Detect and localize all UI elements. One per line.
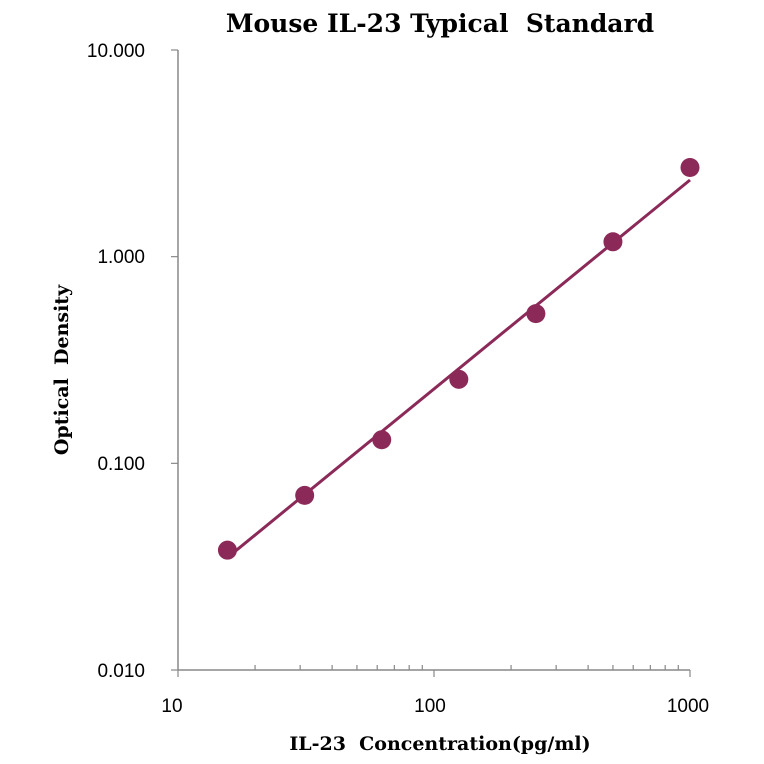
- x-tick-label: 1000: [667, 696, 709, 717]
- y-tick-label: 1.000: [97, 247, 145, 268]
- data-point: [603, 232, 623, 252]
- x-axis-title: IL-23 Concentration(pg/ml): [289, 733, 590, 755]
- data-point: [295, 485, 315, 505]
- x-tick-labels: 10 100 1000: [161, 696, 709, 717]
- x-ticks: [177, 665, 691, 677]
- data-point: [217, 540, 237, 560]
- axes: [177, 50, 690, 671]
- data-point: [526, 304, 546, 324]
- x-tick-label: 100: [414, 696, 446, 717]
- chart-title: Mouse IL-23 Typical Standard: [226, 9, 654, 38]
- plot-area: [217, 158, 700, 560]
- y-tick-label: 10.000: [87, 41, 145, 62]
- y-ticks: [171, 49, 178, 671]
- y-tick-labels: 0.010 0.100 1.000 10.000: [87, 41, 145, 682]
- data-point: [680, 158, 700, 178]
- x-tick-label: 10: [161, 696, 182, 717]
- data-point: [372, 430, 392, 450]
- y-tick-label: 0.100: [97, 454, 145, 475]
- y-axis-title: Optical Density: [51, 284, 73, 455]
- data-point: [449, 369, 469, 389]
- y-tick-label: 0.010: [97, 661, 145, 682]
